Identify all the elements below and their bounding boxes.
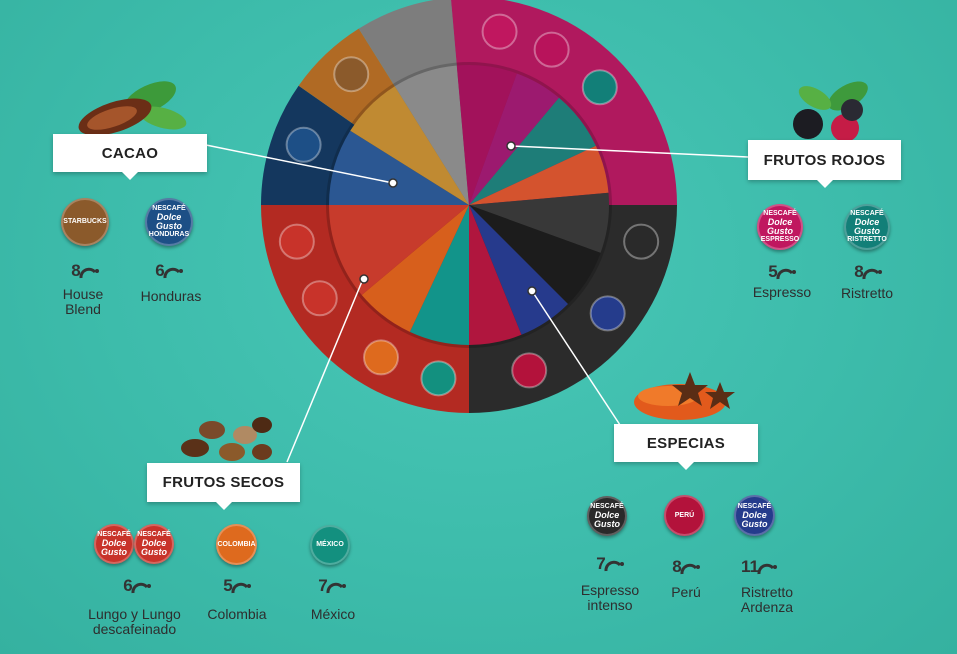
inner-wedge-4: [469, 145, 609, 205]
nuts-illustration: [181, 417, 272, 461]
intensity-arc-icon: [757, 563, 777, 575]
connector-dot-cacao: [388, 178, 398, 188]
inner-wedge-7: [469, 205, 568, 335]
intensity-arc-icon: [131, 582, 151, 594]
name-lungo: Lungo y Lungo descafeinado: [88, 606, 181, 637]
inner-wedge-14: [394, 65, 469, 205]
spices-illustration: [634, 372, 735, 420]
intensity-arc-icon: [604, 560, 624, 572]
connector-dot-especias: [527, 286, 537, 296]
intensity-espresso-intenso: 7: [580, 555, 640, 572]
connector-frutos-secos: [286, 278, 364, 463]
intensity-house-blend: 8: [55, 262, 115, 279]
ring-capsule-4: [623, 223, 660, 260]
intensity-arc-icon: [862, 268, 882, 280]
ring-capsule-2: [533, 31, 570, 68]
capsule-espresso: NESCAFÉ Dolce Gusto ESPRESSO: [757, 204, 803, 250]
name-ristretto-ardenza: Ristretto Ardenza: [740, 584, 794, 615]
label-cacao: CACAO: [53, 134, 207, 180]
inner-wedge-5: [469, 192, 610, 253]
intensity-lungo: 6: [107, 577, 167, 594]
ring-capsule-9: [301, 280, 338, 317]
inner-wedge-2: [469, 73, 559, 206]
name-mexico: México: [310, 606, 356, 622]
name-espresso: Espresso: [752, 284, 812, 300]
ring-capsule-8: [363, 339, 399, 376]
ring-capsule-3: [581, 69, 618, 106]
intensity-arc-icon: [326, 582, 346, 594]
inner-wedge-8: [469, 205, 522, 345]
connector-dot-frutos-secos: [359, 274, 369, 284]
inner-wedge-1: [469, 65, 517, 205]
intensity-mexico: 7: [302, 577, 362, 594]
intensity-arc-icon: [79, 267, 99, 279]
inner-wedge-3: [469, 97, 596, 205]
intensity-colombia: 5: [207, 577, 267, 594]
capsule-mexico: MÉXICO: [310, 525, 350, 565]
intensity-ristretto-ardenza: 11: [729, 558, 789, 575]
inner-wedge-6: [469, 205, 601, 304]
inner-wedge-12: [329, 130, 469, 205]
ring-capsule-5: [589, 295, 626, 332]
capsule-colombia: COLOMBIA: [216, 524, 257, 565]
label-frutos-secos: FRUTOS SECOS: [147, 463, 300, 510]
red-berries-illustration: [793, 81, 868, 142]
connector-especias: [531, 290, 623, 429]
inner-wedge-9: [409, 205, 469, 345]
intensity-ristretto: 8: [838, 263, 898, 280]
ring-capsule-6: [511, 352, 548, 389]
wheel-inner-wedges: [329, 65, 610, 345]
intensity-arc-icon: [776, 268, 796, 280]
name-peru: Perú: [671, 584, 701, 600]
ring-capsule-10: [278, 223, 315, 260]
label-especias: ESPECIAS: [614, 424, 758, 470]
capsule-lungo-descafeinado: NESCAFÉ Dolce Gusto: [134, 524, 174, 564]
connector-dot-frutos-rojos: [506, 141, 516, 151]
cacao-pod-illustration: [78, 81, 187, 136]
intensity-honduras: 6: [139, 262, 199, 279]
inner-wedge-15: [456, 65, 469, 205]
name-colombia: Colombia: [207, 606, 267, 622]
intensity-arc-icon: [231, 582, 251, 594]
ring-capsule-12: [333, 56, 370, 93]
intensity-peru: 8: [656, 558, 716, 575]
capsule-honduras: NESCAFÉ Dolce Gusto HONDURAS: [145, 198, 193, 246]
name-ristretto: Ristretto: [840, 285, 894, 301]
capsule-lungo: NESCAFÉ Dolce Gusto: [94, 524, 134, 564]
label-frutos-rojos: FRUTOS ROJOS: [748, 140, 901, 188]
intensity-arc-icon: [163, 267, 183, 279]
inner-wedge-13: [350, 86, 469, 205]
ring-capsule-1: [481, 13, 518, 50]
capsule-espresso-intenso: NESCAFÉ Dolce Gusto: [587, 496, 627, 536]
intensity-arc-icon: [680, 563, 700, 575]
inner-wedge-11: [329, 205, 469, 295]
inner-wedge-10: [361, 205, 469, 332]
capsule-ristretto: NESCAFÉ Dolce Gusto RISTRETTO: [844, 204, 890, 250]
name-honduras: Honduras: [140, 288, 202, 304]
capsule-house-blend: STARBUCKS: [61, 198, 109, 246]
connector-frutos-rojos: [511, 145, 749, 158]
capsule-ristretto-ardenza: NESCAFÉ Dolce Gusto: [734, 495, 775, 536]
ring-capsule-11: [285, 126, 322, 163]
connector-cacao: [205, 144, 394, 184]
name-house-blend: House Blend: [62, 286, 104, 317]
connector-lines: [205, 144, 749, 463]
name-espresso-intenso: Espresso intenso: [580, 582, 640, 613]
capsule-peru: PERÚ: [664, 495, 705, 536]
wheel-ring-capsules: [278, 13, 660, 397]
ring-capsule-7: [420, 360, 457, 397]
intensity-espresso: 5: [752, 263, 812, 280]
